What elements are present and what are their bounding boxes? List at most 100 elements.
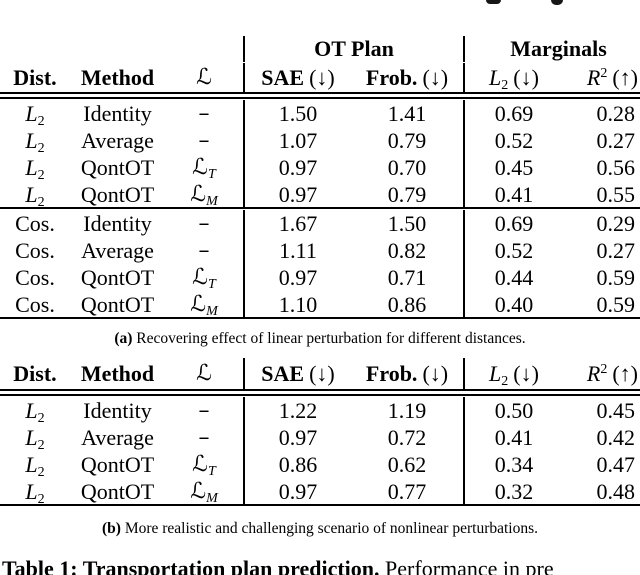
cell-r2: 0.27 xyxy=(596,237,636,263)
cell-sae: 1.67 xyxy=(243,209,351,237)
col-header-r2: R2 (↑) xyxy=(586,360,638,386)
loss-symbol: – xyxy=(198,101,210,126)
down-arrow: (↓) xyxy=(422,360,449,386)
cell-r2: 0.29 xyxy=(596,210,636,236)
cell-sae: 0.97 xyxy=(243,263,351,291)
distance-subscript: 2 xyxy=(37,140,45,156)
loss-symbol: ℒ xyxy=(190,292,207,317)
table-row: Cos. QontOT ℒT 0.97 0.71 0.44 0.59 xyxy=(0,263,640,292)
col-header-dist: Dist. xyxy=(13,64,57,90)
cell-sae: 1.50 xyxy=(243,99,351,127)
col-header-loss: ℒ xyxy=(165,62,243,93)
cell-frob: 1.41 xyxy=(387,100,427,126)
cell-r2: 0.56 xyxy=(596,154,636,180)
loss-symbol: – xyxy=(198,425,210,450)
col-header-method: Method xyxy=(80,64,155,90)
table-b: Dist. Method ℒ SAE (↓) Frob. (↓) L2 (↓) R2(… xyxy=(0,357,640,506)
cell-l2: 0.44 xyxy=(463,263,563,291)
cell-method: QontOT xyxy=(80,451,155,477)
cropped-text-fragment xyxy=(486,0,501,4)
cell-distance: Cos. xyxy=(0,264,70,291)
cell-sae: 1.22 xyxy=(243,396,351,424)
distance-value: L xyxy=(25,451,38,477)
table-row: L2 Average – 0.97 0.72 0.41 0.42 xyxy=(0,423,640,452)
distance-subscript: 2 xyxy=(37,113,45,129)
distance-value: L xyxy=(25,127,38,153)
cell-r2: 0.27 xyxy=(596,127,636,153)
distance-subscript: 2 xyxy=(37,464,45,480)
table-main-caption: Table 1: Transportation plan prediction.… xyxy=(2,556,640,575)
col-header-dist: Dist. xyxy=(13,360,57,386)
cell-frob: 1.19 xyxy=(387,397,427,423)
group-header-ot-plan: OT Plan xyxy=(243,36,463,62)
cell-method: Average xyxy=(81,127,154,153)
cell-loss: – xyxy=(165,423,243,451)
col-header-loss: ℒ xyxy=(165,357,243,390)
down-arrow: (↓) xyxy=(422,64,449,90)
loss-subscript: T xyxy=(208,464,216,479)
distance-value: L xyxy=(25,424,38,450)
cell-distance: L2 xyxy=(0,397,70,426)
loss-subscript: T xyxy=(208,167,216,182)
cell-method: Identity xyxy=(83,210,152,236)
down-arrow: (↓) xyxy=(309,360,335,386)
cell-sae: 1.10 xyxy=(243,290,351,318)
table-row: L2 QontOT ℒM 0.97 0.79 0.41 0.55 xyxy=(0,180,640,210)
cell-method: Identity xyxy=(83,100,152,126)
cell-frob: 0.77 xyxy=(387,478,427,504)
table-row: L2 QontOT ℒT 0.86 0.62 0.34 0.47 xyxy=(0,450,640,480)
loss-symbol: ℒ xyxy=(192,155,209,180)
table-row: L2 Identity – 1.50 1.41 0.69 0.28 xyxy=(0,99,640,129)
cell-loss: – xyxy=(165,396,243,424)
cell-r2: 0.42 xyxy=(596,424,636,450)
double-rule xyxy=(0,389,640,396)
cell-l2: 0.40 xyxy=(463,290,563,318)
cell-method: Identity xyxy=(83,397,152,423)
col-header-sae: SAE (↓) xyxy=(243,357,351,390)
cell-distance: L2 xyxy=(0,451,70,480)
loss-symbol: ℒ xyxy=(192,265,209,290)
cell-sae: 1.11 xyxy=(243,236,351,264)
cell-distance: L2 xyxy=(0,100,70,129)
distance-subscript: 2 xyxy=(37,167,45,183)
caption-label: (b) xyxy=(101,520,121,537)
down-arrow: (↓) xyxy=(513,64,539,90)
table-b-body: L2 Identity – 1.22 1.19 0.50 0.45 L2 Ave… xyxy=(0,396,640,507)
down-arrow: (↓) xyxy=(309,64,335,90)
cell-distance: L2 xyxy=(0,181,70,210)
cell-l2: 0.69 xyxy=(463,99,563,127)
group-header-row: OT Plan Marginals xyxy=(0,36,640,62)
table-row: L2 QontOT ℒM 0.97 0.77 0.32 0.48 xyxy=(0,477,640,507)
col-header-frob: Frob. (↓) xyxy=(365,360,449,386)
table-row: L2 QontOT ℒT 0.97 0.70 0.45 0.56 xyxy=(0,153,640,183)
distance-subscript: 2 xyxy=(37,491,45,507)
col-header-method: Method xyxy=(80,360,155,386)
table-row: Cos. Average – 1.11 0.82 0.52 0.27 xyxy=(0,236,640,264)
cell-frob: 0.71 xyxy=(387,264,427,290)
cell-loss: ℒM xyxy=(165,180,243,209)
down-arrow: (↓) xyxy=(513,360,539,386)
loss-subscript: T xyxy=(208,277,216,292)
caption-bold-part: Table 1: Transportation plan prediction. xyxy=(2,556,380,575)
bottom-rule xyxy=(0,504,640,506)
caption-text: Recovering effect of linear perturbation… xyxy=(136,330,526,347)
distance-value: Cos. xyxy=(15,210,55,236)
cell-r2: 0.45 xyxy=(596,397,636,423)
distance-subscript: 2 xyxy=(37,410,45,426)
cell-loss: ℒT xyxy=(165,450,243,479)
cell-distance: Cos. xyxy=(0,210,70,237)
cell-loss: – xyxy=(165,99,243,127)
cell-l2: 0.69 xyxy=(463,209,563,237)
double-rule xyxy=(0,92,640,99)
loss-symbol: – xyxy=(198,238,210,263)
cell-l2: 0.50 xyxy=(463,396,563,424)
col-header-l2: L2 (↓) xyxy=(463,357,563,390)
loss-subscript: M xyxy=(206,194,218,209)
up-arrow: (↑) xyxy=(612,64,638,90)
cell-frob: 0.79 xyxy=(387,181,427,207)
cell-frob: 0.72 xyxy=(387,424,427,450)
loss-symbol: – xyxy=(198,128,210,153)
col-header-sae: SAE (↓) xyxy=(243,62,351,93)
table-a-body: L2 Identity – 1.50 1.41 0.69 0.28 L2 Ave… xyxy=(0,99,640,319)
